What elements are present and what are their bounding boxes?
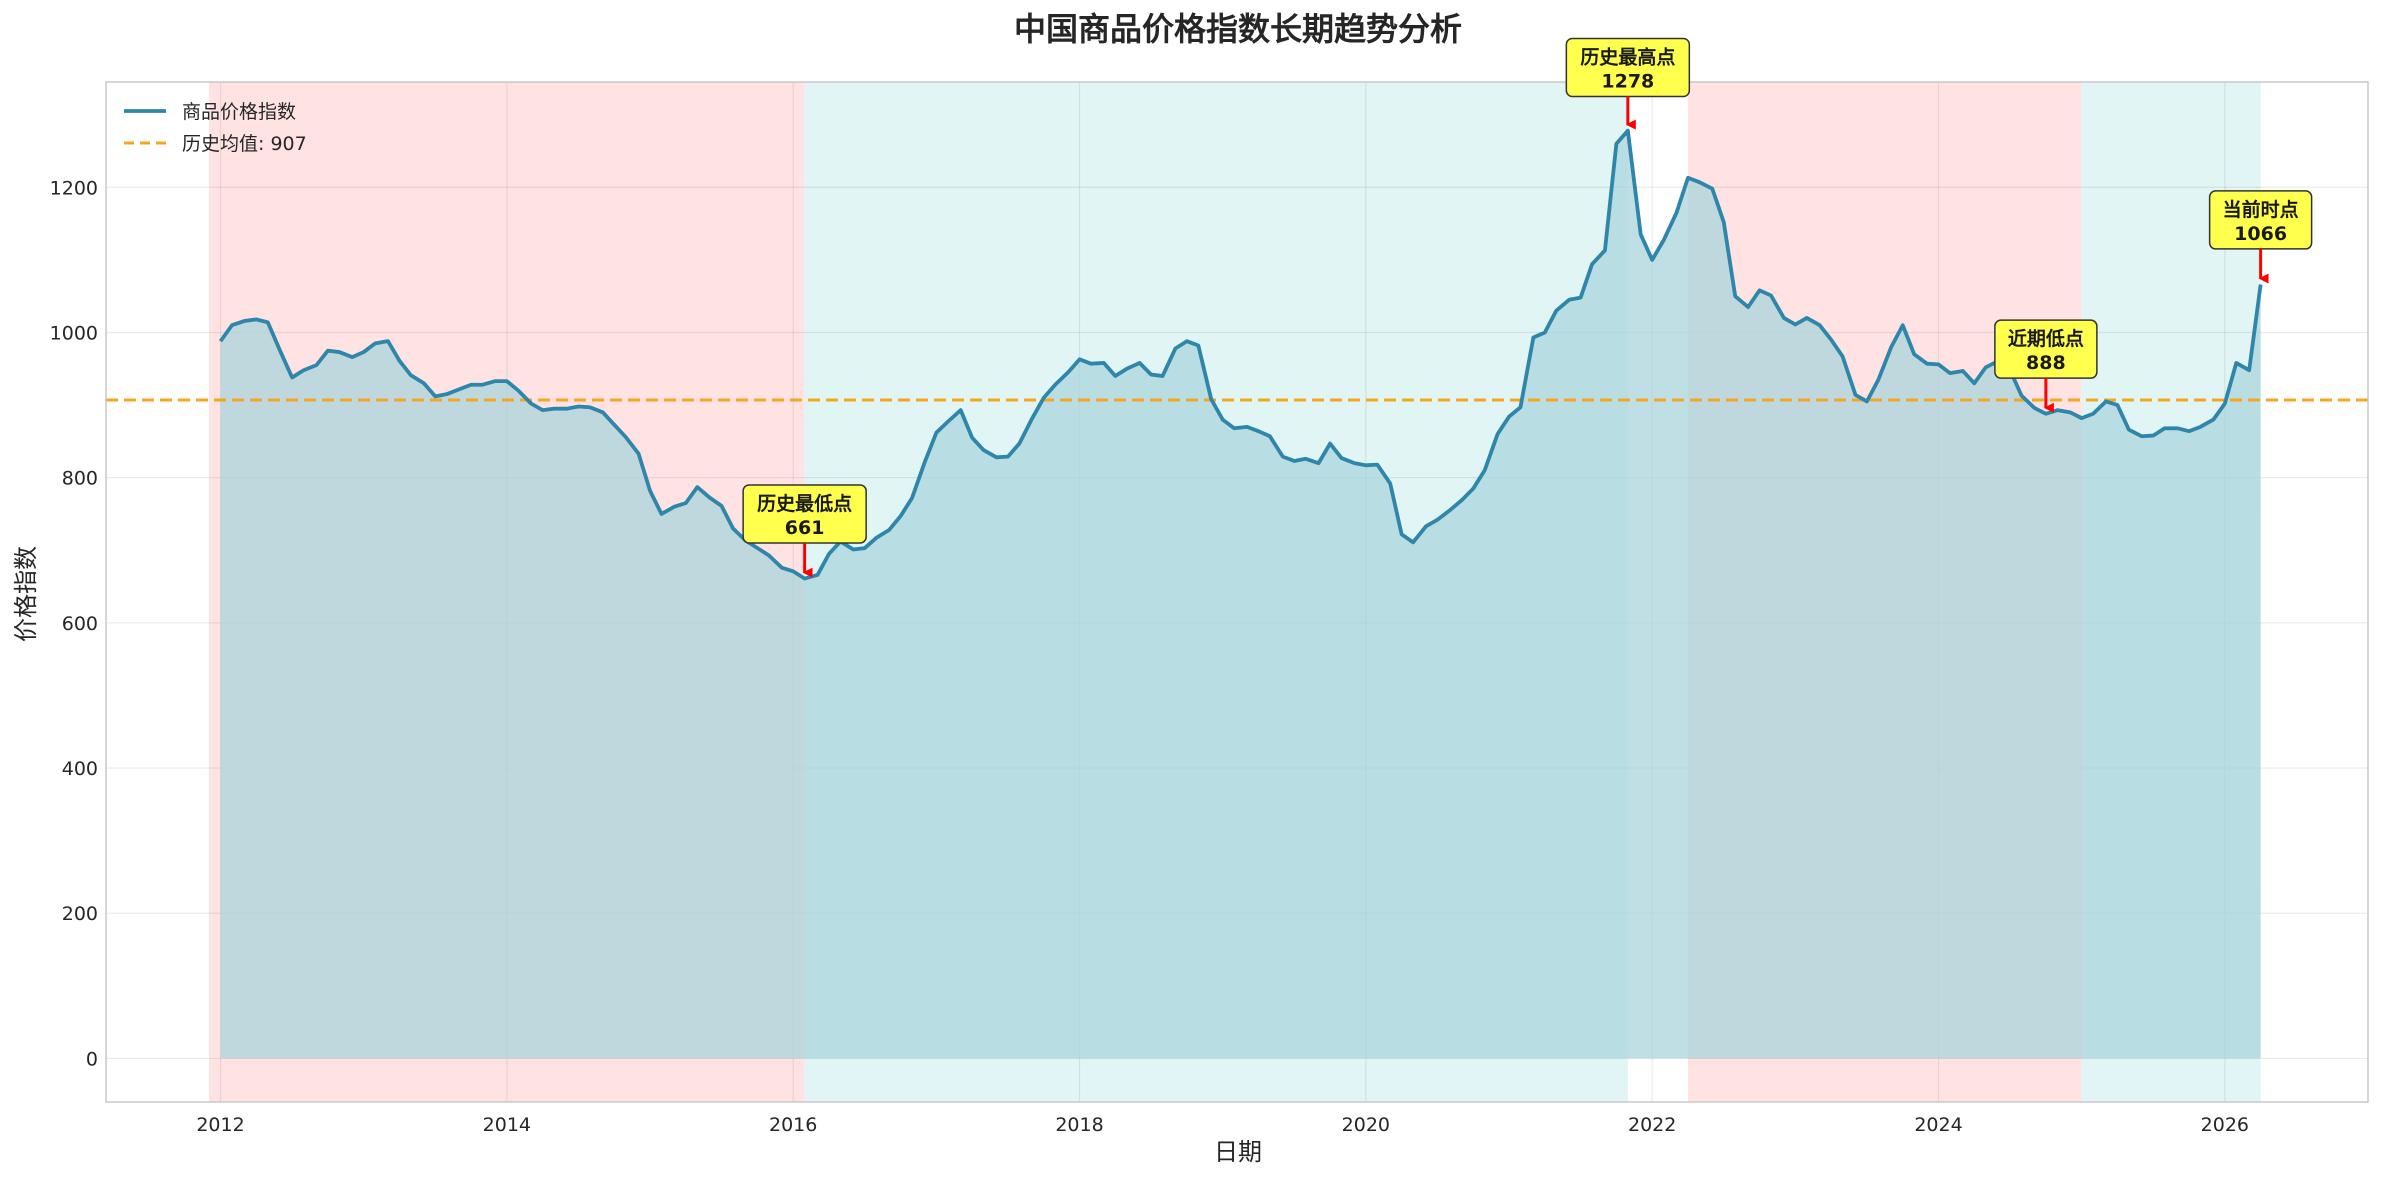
annotation-label: 当前时点	[2223, 198, 2299, 221]
y-tick-label: 800	[62, 468, 98, 490]
annotation-box	[1565, 37, 1691, 98]
series-area-fill	[220, 130, 2261, 1059]
x-tick-label: 2012	[196, 1114, 244, 1136]
legend-label-mean: 历史均值: 907	[182, 133, 307, 155]
y-tick-label: 600	[62, 613, 98, 635]
x-tick-label: 2016	[769, 1114, 817, 1136]
y-tick-label: 200	[62, 903, 98, 925]
y-tick-label: 1000	[50, 322, 98, 344]
x-tick-label: 2024	[1914, 1114, 1962, 1136]
x-tick-label: 2018	[1055, 1114, 1103, 1136]
plot-border	[105, 81, 2369, 1103]
y-tick-label: 400	[62, 758, 98, 780]
x-tick-label: 2026	[2201, 1114, 2249, 1136]
x-tick-label: 2022	[1628, 1114, 1676, 1136]
annotation-value: 661	[785, 517, 825, 539]
annotation-label: 历史最低点	[757, 492, 852, 515]
y-axis-label: 价格指数	[12, 546, 40, 642]
x-axis-label: 日期	[1214, 1138, 1262, 1166]
x-tick-label: 2020	[1342, 1114, 1390, 1136]
annotation-value: 1278	[1601, 70, 1654, 92]
legend-label-series: 商品价格指数	[182, 101, 296, 123]
series-line	[218, 128, 2263, 581]
annotation-label: 近期低点	[2008, 327, 2084, 350]
x-tick-label: 2014	[483, 1114, 531, 1136]
annotation-value: 1066	[2234, 223, 2287, 245]
chart-title: 中国商品价格指数长期趋势分析	[1014, 10, 1462, 48]
y-tick-label: 0	[86, 1048, 98, 1070]
annotation-value: 888	[2026, 352, 2066, 374]
y-tick-label: 1200	[50, 177, 98, 199]
annotation-label: 历史最高点	[1580, 45, 1675, 68]
